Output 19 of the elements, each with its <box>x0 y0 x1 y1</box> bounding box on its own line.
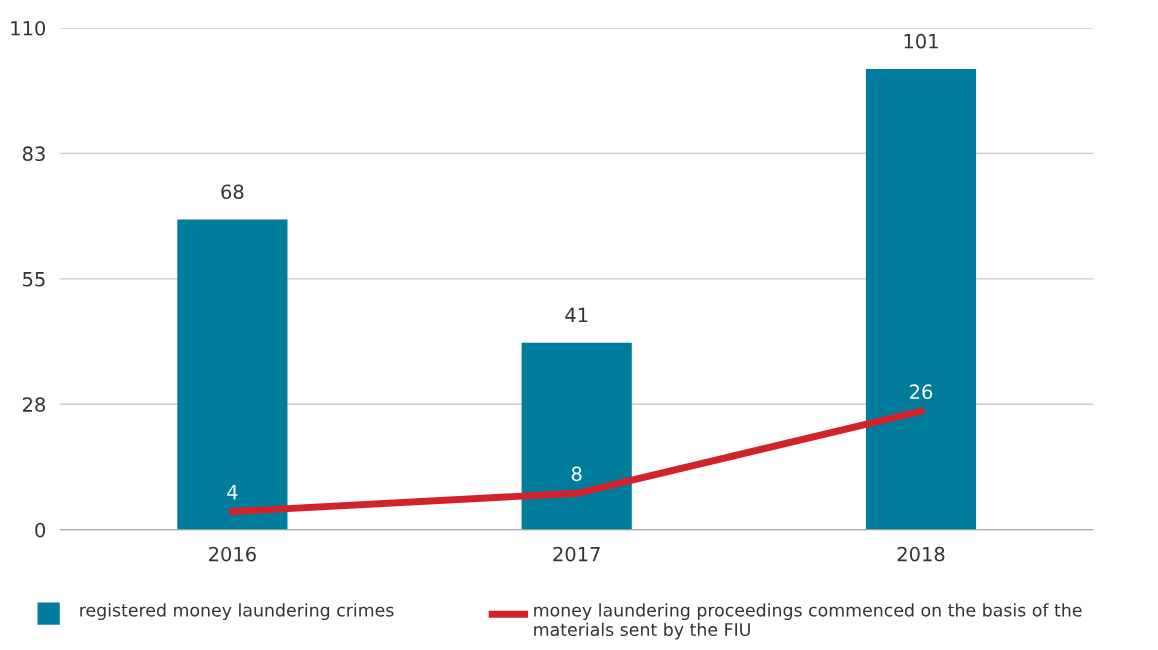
legend-label: registered money laundering crimes <box>80 603 394 620</box>
x-tick-label: 2018 <box>897 546 945 562</box>
y-tick-label: 28 <box>23 397 45 412</box>
bar <box>521 342 632 530</box>
bar <box>177 219 288 530</box>
y-tick-label: 0 <box>35 522 46 538</box>
legend-label: money laundering proceedings commenced on the basis of the materials sent by the FIU <box>534 603 1082 640</box>
x-tick-label: 2017 <box>553 546 600 562</box>
bar <box>865 69 977 530</box>
y-tick-label: 110 <box>11 20 46 36</box>
data-label: 68 <box>221 184 244 200</box>
data-label: 8 <box>571 466 582 482</box>
data-label: 101 <box>904 33 938 49</box>
x-tick-label: 2016 <box>209 546 256 562</box>
data-label: 41 <box>565 307 588 322</box>
data-label: 26 <box>910 384 933 400</box>
y-tick-label: 83 <box>22 146 45 162</box>
y-tick-label: 55 <box>23 272 45 287</box>
data-label: 4 <box>227 484 238 500</box>
